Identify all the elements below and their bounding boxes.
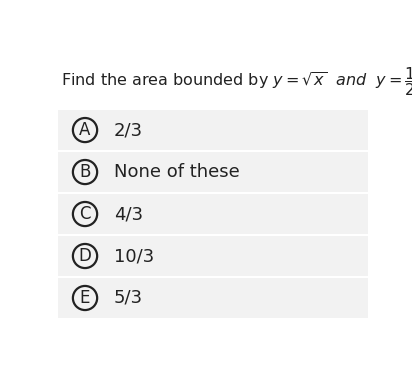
Text: 2/3: 2/3 xyxy=(114,121,143,139)
Text: D: D xyxy=(79,247,91,265)
Text: A: A xyxy=(80,121,91,139)
FancyBboxPatch shape xyxy=(58,194,368,234)
Text: C: C xyxy=(79,205,91,223)
Text: B: B xyxy=(80,163,91,181)
FancyBboxPatch shape xyxy=(58,278,368,318)
FancyBboxPatch shape xyxy=(58,236,368,276)
Text: Find the area bounded by $y=\sqrt{x}$  $\mathit{and}$  $y=\dfrac{1}{2}x$: Find the area bounded by $y=\sqrt{x}$ $\… xyxy=(61,65,412,98)
Text: 5/3: 5/3 xyxy=(114,289,143,307)
Text: None of these: None of these xyxy=(114,163,239,181)
FancyBboxPatch shape xyxy=(58,152,368,192)
Text: 4/3: 4/3 xyxy=(114,205,143,223)
Text: E: E xyxy=(80,289,90,307)
FancyBboxPatch shape xyxy=(58,110,368,151)
Text: 10/3: 10/3 xyxy=(114,247,154,265)
